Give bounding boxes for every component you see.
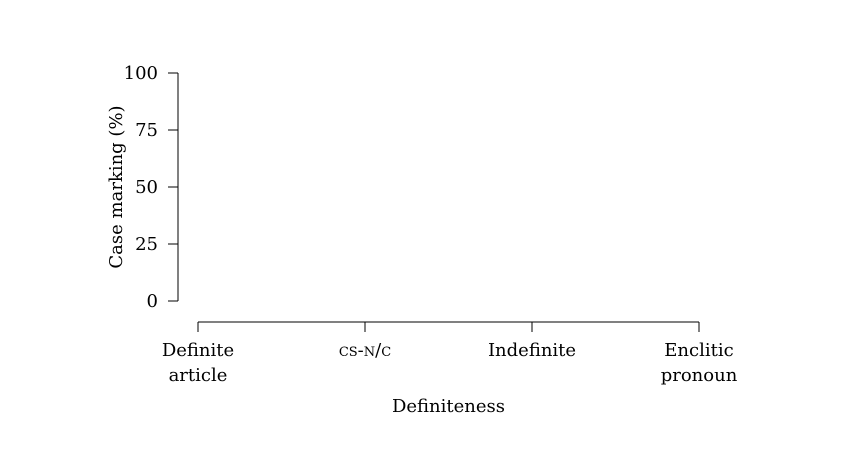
x-tick-label: Enclitic pronoun [661,340,738,386]
y-tick-label: 50 [135,177,158,198]
x-tick-label: Definite article [162,340,234,386]
x-tick-label-line: article [169,365,228,386]
x-tick-label: Indefinite [488,340,576,361]
x-axis: Definite article cs-n/c Indefinite Enclitic p… [162,321,738,386]
y-axis-title: Case marking (%) [106,105,127,268]
x-tick-label-line: Enclitic [664,340,733,361]
y-tick-label: 0 [147,291,158,312]
y-axis: 0 25 50 75 100 [124,63,179,312]
y-tick-label: 25 [135,234,158,255]
x-tick-label-line: Definite [162,340,234,361]
x-axis-title: Definiteness [392,396,505,417]
y-tick-label: 75 [135,120,158,141]
x-tick-label-line: pronoun [661,365,738,386]
y-tick-label: 100 [124,63,158,84]
x-tick-label: cs-n/c [339,340,391,361]
x-tick-label-line: cs-n/c [339,340,391,361]
x-tick-label-line: Indefinite [488,340,576,361]
